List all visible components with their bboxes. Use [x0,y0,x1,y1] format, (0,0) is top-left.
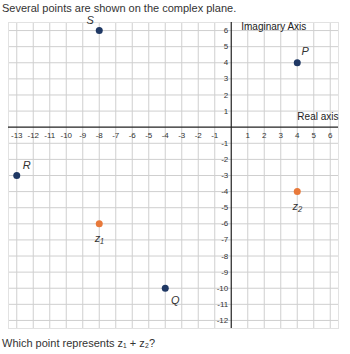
svg-text:-12: -12 [217,316,229,325]
svg-text:-9: -9 [221,268,229,277]
svg-text:Imaginary Axis: Imaginary Axis [241,21,306,32]
svg-text:-11: -11 [217,300,229,309]
svg-text:-3: -3 [221,171,229,180]
svg-text:-12: -12 [27,131,39,140]
svg-text:-8: -8 [96,131,104,140]
svg-text:-4: -4 [162,131,170,140]
svg-text:-9: -9 [79,131,87,140]
svg-text:-7: -7 [221,235,229,244]
svg-text:-10: -10 [217,284,229,293]
svg-text:-6: -6 [129,131,137,140]
svg-text:1: 1 [224,107,229,116]
svg-text:6: 6 [328,131,333,140]
svg-text:4: 4 [224,58,229,67]
svg-text:6: 6 [224,26,229,35]
html-text:Which point represents z₁ + z₂: Which point represents z₁ + z₂? [2,337,156,349]
svg-text:-7: -7 [112,131,120,140]
svg-text:z₁: z₁ [94,232,105,244]
svg-text:Real axis: Real axis [297,111,338,122]
svg-text:-1: -1 [221,139,229,148]
svg-text:-4: -4 [221,187,229,196]
svg-text:-3: -3 [178,131,186,140]
svg-text:-13: -13 [11,131,23,140]
svg-text:-1: -1 [211,131,219,140]
svg-text:-10: -10 [60,131,72,140]
svg-text:4: 4 [295,131,300,140]
svg-text:Q: Q [171,294,180,306]
svg-text:-6: -6 [221,219,229,228]
svg-text:2: 2 [262,131,267,140]
svg-text:P: P [302,45,310,57]
svg-text:R: R [23,159,31,171]
svg-text:S: S [87,16,95,26]
svg-text:5: 5 [224,42,229,51]
html-text:Several points are shown on th: Several points are shown on the complex … [2,2,237,14]
svg-text:3: 3 [279,131,284,140]
svg-text:z₂: z₂ [291,200,303,212]
svg-text:-8: -8 [221,252,229,261]
svg-text:-2: -2 [195,131,203,140]
svg-text:1: 1 [246,131,251,140]
svg-text:5: 5 [312,131,317,140]
svg-text:2: 2 [224,91,229,100]
svg-text:-5: -5 [221,203,229,212]
svg-text:-11: -11 [44,131,56,140]
svg-text:3: 3 [224,74,229,83]
svg-text:-5: -5 [145,131,153,140]
svg-text:-2: -2 [221,155,229,164]
